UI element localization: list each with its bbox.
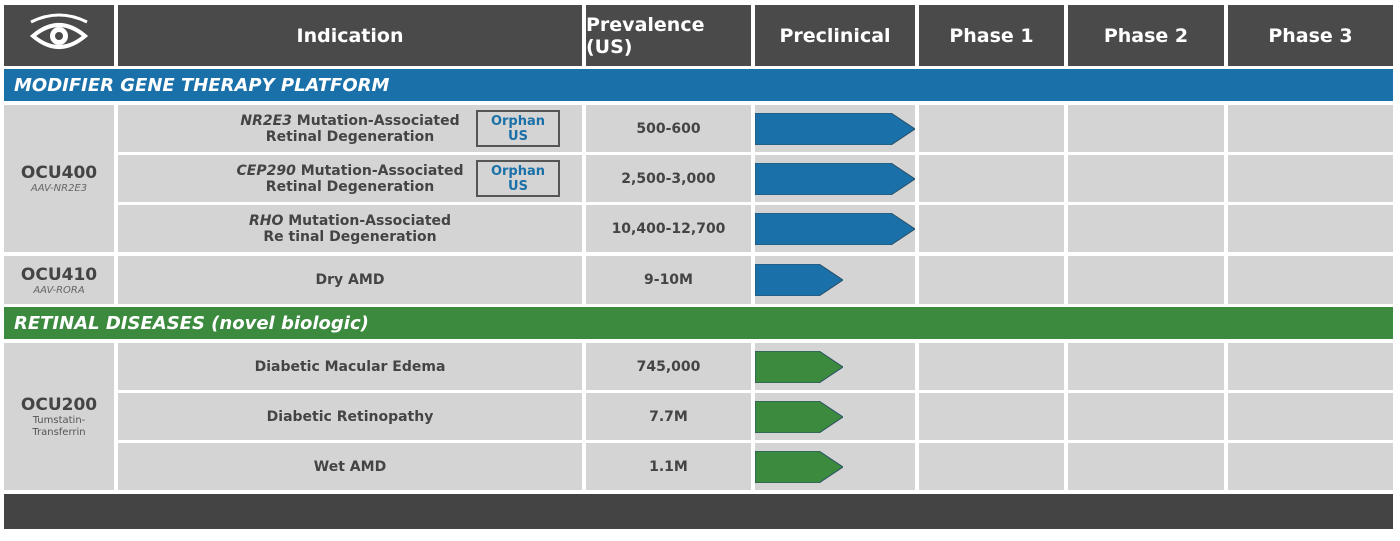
stage-cell — [1228, 256, 1393, 304]
stage-cell — [919, 393, 1064, 440]
program-name: OCU200 — [20, 394, 98, 415]
indication-cell: Wet AMD — [118, 443, 582, 490]
program-name: OCU400 — [20, 163, 98, 183]
program-ocu400: OCU400 AAV-NR2E3 — [4, 105, 114, 252]
indication-cell: Diabetic Retinopathy — [118, 393, 582, 440]
indication-line2: Re tinal Degeneration — [263, 228, 437, 245]
stage-cell — [919, 205, 1064, 252]
stage-cell — [1068, 256, 1224, 304]
col-header-phase1: Phase 1 — [919, 5, 1064, 66]
stage-cell — [1228, 343, 1393, 390]
progress-arrow — [755, 264, 843, 296]
stage-cell — [1228, 105, 1393, 152]
stage-cell — [1228, 393, 1393, 440]
indication-cell: RHO Mutation-Associated Re tinal Degener… — [118, 205, 582, 252]
stage-cell — [1228, 155, 1393, 202]
prevalence-cell: 9-10M — [586, 256, 751, 304]
col-header-prevalence: Prevalence (US) — [586, 5, 751, 66]
section-band-retinal-diseases: RETINAL DISEASES (novel biologic) — [4, 307, 1393, 339]
stage-cell — [919, 105, 1064, 152]
progress-arrow — [755, 450, 843, 483]
prevalence-cell: 1.1M — [586, 443, 751, 490]
stage-cell — [919, 443, 1064, 490]
program-subtitle-line2: Transferrin — [32, 426, 86, 438]
progress-arrow — [755, 350, 843, 383]
indication-cell: Dry AMD — [118, 256, 582, 304]
col-header-indication: Indication — [118, 5, 582, 66]
indication-line2: Retinal Degeneration — [265, 178, 435, 195]
orphan-badge: Orphan US — [476, 110, 560, 147]
col-header-preclinical: Preclinical — [755, 5, 915, 66]
progress-arrow — [755, 162, 915, 195]
col-header-phase2: Phase 2 — [1068, 5, 1224, 66]
prevalence-cell: 7.7M — [586, 393, 751, 440]
stage-cell — [919, 343, 1064, 390]
prevalence-cell: 10,400-12,700 — [586, 205, 751, 252]
gene-name: RHO — [248, 212, 284, 229]
stage-cell — [1068, 343, 1224, 390]
gene-name: CEP290 — [236, 162, 296, 179]
indication-line2: Retinal Degeneration — [265, 128, 435, 145]
prevalence-cell: 2,500-3,000 — [586, 155, 751, 202]
gene-name: NR2E3 — [240, 112, 292, 129]
program-subtitle: AAV-RORA — [33, 284, 85, 296]
section-band-gene-therapy: MODIFIER GENE THERAPY PLATFORM — [4, 69, 1393, 101]
indication-line1: Mutation-Associated — [291, 112, 460, 129]
orphan-badge: Orphan US — [476, 160, 560, 197]
program-ocu410: OCU410 AAV-RORA — [4, 256, 114, 304]
program-subtitle: AAV-NR2E3 — [30, 183, 88, 194]
stage-cell — [919, 155, 1064, 202]
eye-logo-icon — [29, 13, 89, 49]
stage-cell — [919, 256, 1064, 304]
stage-cell — [1068, 105, 1224, 152]
progress-arrow — [755, 112, 915, 145]
program-name: OCU410 — [20, 264, 98, 285]
stage-cell — [1228, 443, 1393, 490]
prevalence-cell: 745,000 — [586, 343, 751, 390]
stage-cell — [1068, 155, 1224, 202]
progress-arrow — [755, 400, 843, 433]
indication-cell: Diabetic Macular Edema — [118, 343, 582, 390]
indication-line1: Mutation-Associated — [295, 162, 464, 179]
stage-cell — [1068, 393, 1224, 440]
progress-arrow — [755, 212, 915, 245]
prevalence-cell: 500-600 — [586, 105, 751, 152]
stage-cell — [1068, 443, 1224, 490]
indication-line1: Mutation-Associated — [283, 212, 452, 229]
program-subtitle-line1: Tumstatin- — [32, 414, 86, 426]
stage-cell — [1228, 205, 1393, 252]
col-header-phase3: Phase 3 — [1228, 5, 1393, 66]
logo-cell — [4, 5, 114, 66]
stage-cell — [1068, 205, 1224, 252]
footer-bar — [4, 494, 1393, 529]
program-ocu200: OCU200 Tumstatin- Transferrin — [4, 343, 114, 490]
